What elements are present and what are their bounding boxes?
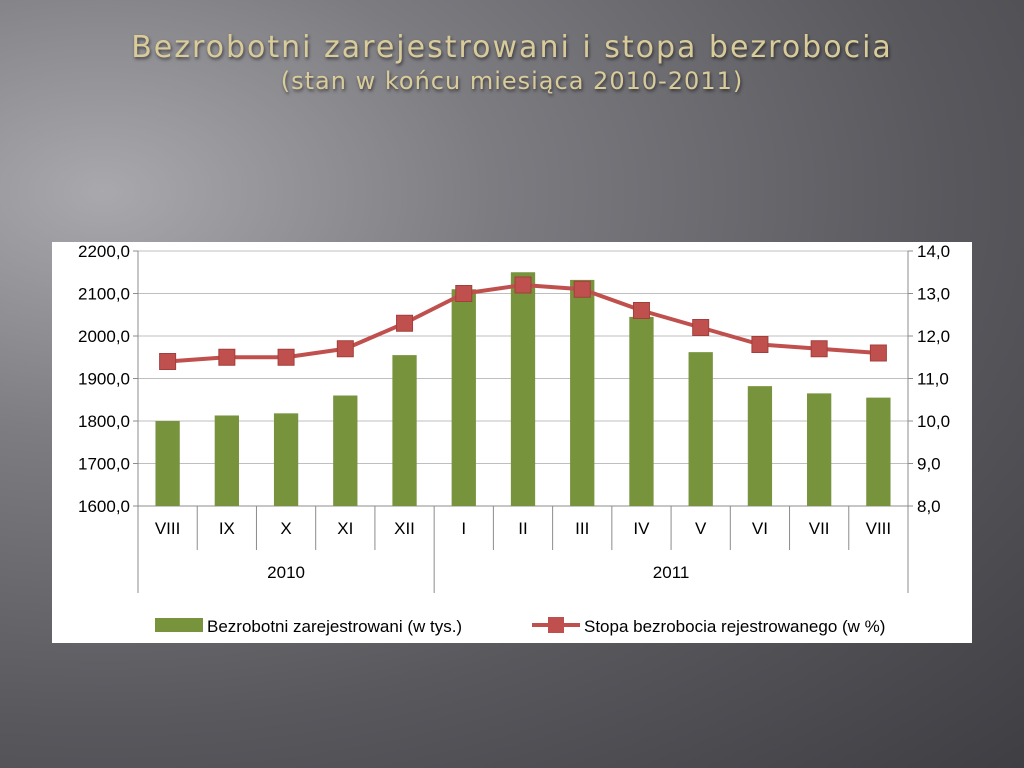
x-group-label: 2011 xyxy=(653,563,690,582)
bar-bezrobotni xyxy=(510,272,536,506)
x-tick-label: V xyxy=(695,519,707,538)
x-tick-label: VI xyxy=(752,519,768,538)
left-axis-tick-label: 2100,0 xyxy=(78,285,130,304)
combo-chart: 1600,0 1700,0 1800,0 1900,0 2000,0 2100,0 2200… xyxy=(78,242,950,636)
x-tick-label: II xyxy=(518,519,527,538)
rate-marker xyxy=(277,348,295,366)
x-tick-label: IX xyxy=(219,519,235,538)
bar-bezrobotni xyxy=(570,279,595,506)
x-tick-label: VII xyxy=(809,519,830,538)
bar-bezrobotni xyxy=(747,386,773,506)
left-axis-tick-label: 1700,0 xyxy=(78,455,130,474)
legend-bar-label: Bezrobotni zarejestrowani (w tys.) xyxy=(207,617,462,636)
legend-line-marker xyxy=(548,617,564,633)
rate-marker xyxy=(159,353,177,370)
rate-marker xyxy=(514,276,532,294)
x-tick-label: VIII xyxy=(155,519,181,538)
right-axis-tick-label: 10,0 xyxy=(917,412,950,431)
left-axis-tick-label: 1900,0 xyxy=(78,370,130,389)
left-axis-tick-label: 2000,0 xyxy=(78,327,130,346)
right-axis-tick-label: 11,0 xyxy=(917,370,949,389)
rate-marker xyxy=(455,285,473,302)
rate-marker xyxy=(336,340,354,358)
x-group-label: 2010 xyxy=(267,563,305,582)
x-tick-label: X xyxy=(280,519,291,538)
rate-marker xyxy=(573,280,591,298)
rate-marker xyxy=(810,340,828,358)
rate-marker xyxy=(632,302,650,319)
right-axis-tick-label: 13,0 xyxy=(917,285,950,304)
bar-bezrobotni xyxy=(392,355,417,506)
x-tick-label: VIII xyxy=(866,519,892,538)
x-tick-label: I xyxy=(461,519,466,538)
slide-title-block: Bezrobotni zarejestrowani i stopa bezrob… xyxy=(0,30,1024,95)
x-tick-label: IV xyxy=(633,519,650,538)
chart-container: 1600,0 1700,0 1800,0 1900,0 2000,0 2100,0 2200… xyxy=(52,242,972,643)
bar-bezrobotni xyxy=(214,415,239,506)
x-tick-label: XII xyxy=(394,519,415,538)
rate-marker xyxy=(869,344,887,362)
legend-bar-swatch xyxy=(155,618,203,632)
x-tick-label: III xyxy=(575,519,589,538)
left-axis-tick-label: 1800,0 xyxy=(78,412,130,431)
bar-bezrobotni xyxy=(629,316,654,506)
bar-bezrobotni xyxy=(333,395,358,506)
bar-bezrobotni xyxy=(451,289,476,506)
bar-bezrobotni xyxy=(273,413,299,506)
bar-bezrobotni xyxy=(155,421,180,506)
rate-marker xyxy=(218,348,236,366)
bar-bezrobotni xyxy=(807,393,832,506)
bar-bezrobotni xyxy=(866,397,891,506)
right-axis-tick-label: 14,0 xyxy=(917,242,950,261)
right-axis-tick-label: 8,0 xyxy=(917,497,941,516)
left-axis-tick-label: 2200,0 xyxy=(78,242,130,261)
rate-marker xyxy=(396,314,414,332)
slide-title: Bezrobotni zarejestrowani i stopa bezrob… xyxy=(131,30,893,65)
rate-marker xyxy=(751,336,769,353)
right-axis-tick-label: 9,0 xyxy=(917,455,941,474)
bar-bezrobotni xyxy=(688,352,713,506)
slide-subtitle: (stan w końcu miesiąca 2010-2011) xyxy=(280,67,744,95)
right-axis-tick-label: 12,0 xyxy=(917,327,950,346)
left-axis-tick-label: 1600,0 xyxy=(78,497,130,516)
x-tick-label: XI xyxy=(337,519,353,538)
rate-marker xyxy=(692,319,710,336)
legend-line-label: Stopa bezrobocia rejestrowanego (w %) xyxy=(584,617,885,636)
